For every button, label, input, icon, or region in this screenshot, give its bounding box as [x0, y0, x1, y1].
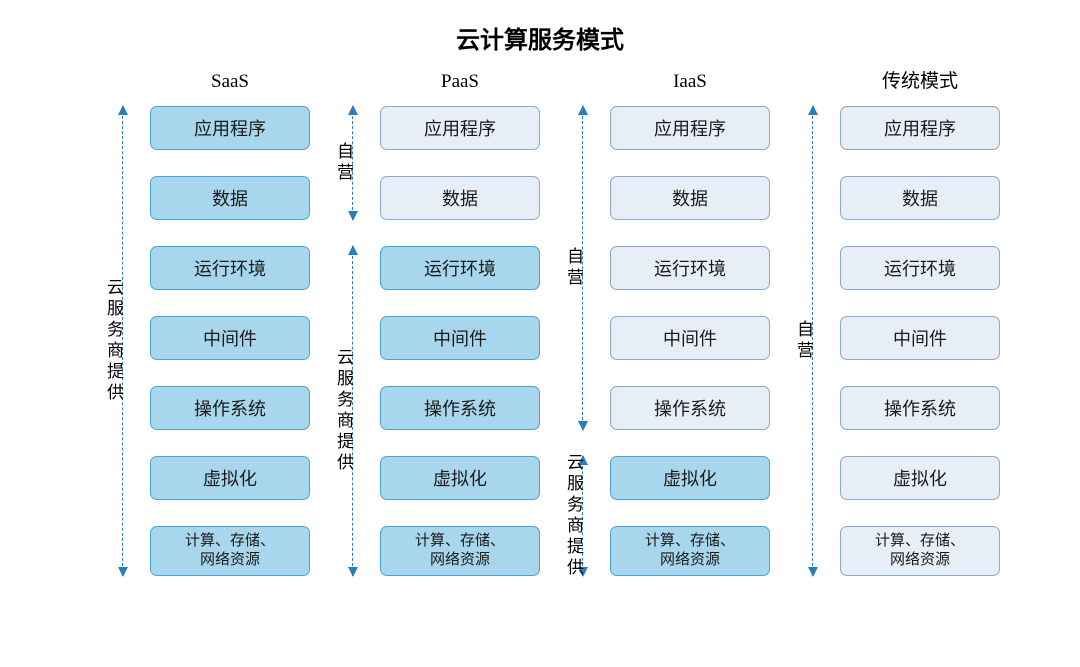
layer-box: 应用程序: [380, 106, 540, 150]
layer-box: 运行环境: [380, 246, 540, 290]
diagram-title: 云计算服务模式: [0, 0, 1080, 55]
layer-box: 计算、存储、网络资源: [610, 526, 770, 576]
layer-box: 虚拟化: [610, 456, 770, 500]
column-header: SaaS: [211, 70, 249, 106]
layer-box: 中间件: [380, 316, 540, 360]
arrow-down-icon: [808, 567, 818, 577]
layer-box: 计算、存储、网络资源: [380, 526, 540, 576]
layer-box: 应用程序: [840, 106, 1000, 150]
layer-box: 中间件: [610, 316, 770, 360]
layer-stack: 应用程序数据运行环境中间件操作系统虚拟化计算、存储、网络资源: [380, 106, 540, 576]
layer-box: 运行环境: [840, 246, 1000, 290]
layer-box: 应用程序: [150, 106, 310, 150]
layer-box: 运行环境: [610, 246, 770, 290]
layer-stack: 应用程序数据运行环境中间件操作系统虚拟化计算、存储、网络资源: [610, 106, 770, 576]
layer-box: 操作系统: [380, 386, 540, 430]
column-header: IaaS: [673, 70, 707, 106]
layer-box: 数据: [150, 176, 310, 220]
layer-box: 虚拟化: [380, 456, 540, 500]
layer-box: 操作系统: [610, 386, 770, 430]
layer-box: 操作系统: [150, 386, 310, 430]
column-header: 传统模式: [882, 70, 958, 106]
arrow-down-icon: [578, 421, 588, 431]
range-line: 自营: [582, 106, 583, 430]
arrow-up-icon: [118, 105, 128, 115]
arrow-down-icon: [118, 567, 128, 577]
arrow-up-icon: [578, 105, 588, 115]
layer-box: 中间件: [840, 316, 1000, 360]
range-label: 云服务商提供: [331, 348, 356, 474]
layer-box: 数据: [840, 176, 1000, 220]
range-label: 自营: [791, 320, 816, 362]
column-header: PaaS: [441, 70, 479, 106]
layer-box: 虚拟化: [840, 456, 1000, 500]
layer-box: 数据: [380, 176, 540, 220]
layer-box: 应用程序: [610, 106, 770, 150]
range-line: 云服务商提供: [122, 106, 123, 576]
layer-box: 计算、存储、网络资源: [150, 526, 310, 576]
range-line: 云服务商提供: [352, 246, 353, 576]
range-label: 自营: [331, 142, 356, 184]
layer-box: 计算、存储、网络资源: [840, 526, 1000, 576]
column-1: PaaS应用程序数据运行环境中间件操作系统虚拟化计算、存储、网络资源: [380, 70, 540, 576]
layer-box: 虚拟化: [150, 456, 310, 500]
layer-stack: 应用程序数据运行环境中间件操作系统虚拟化计算、存储、网络资源: [840, 106, 1000, 576]
range-label: 云服务商提供: [561, 453, 586, 579]
layer-stack: 应用程序数据运行环境中间件操作系统虚拟化计算、存储、网络资源: [150, 106, 310, 576]
range-label: 云服务商提供: [101, 278, 126, 404]
column-0: SaaS应用程序数据运行环境中间件操作系统虚拟化计算、存储、网络资源: [150, 70, 310, 576]
arrow-down-icon: [348, 211, 358, 221]
range-line: 自营: [812, 106, 813, 576]
layer-box: 运行环境: [150, 246, 310, 290]
layer-box: 操作系统: [840, 386, 1000, 430]
column-2: IaaS应用程序数据运行环境中间件操作系统虚拟化计算、存储、网络资源: [610, 70, 770, 576]
range-label: 自营: [561, 247, 586, 289]
arrow-down-icon: [348, 567, 358, 577]
range-line: 自营: [352, 106, 353, 220]
column-3: 传统模式应用程序数据运行环境中间件操作系统虚拟化计算、存储、网络资源: [840, 70, 1000, 576]
arrow-up-icon: [348, 105, 358, 115]
layer-box: 数据: [610, 176, 770, 220]
range-line: 云服务商提供: [582, 456, 583, 576]
arrow-up-icon: [348, 245, 358, 255]
layer-box: 中间件: [150, 316, 310, 360]
arrow-up-icon: [808, 105, 818, 115]
